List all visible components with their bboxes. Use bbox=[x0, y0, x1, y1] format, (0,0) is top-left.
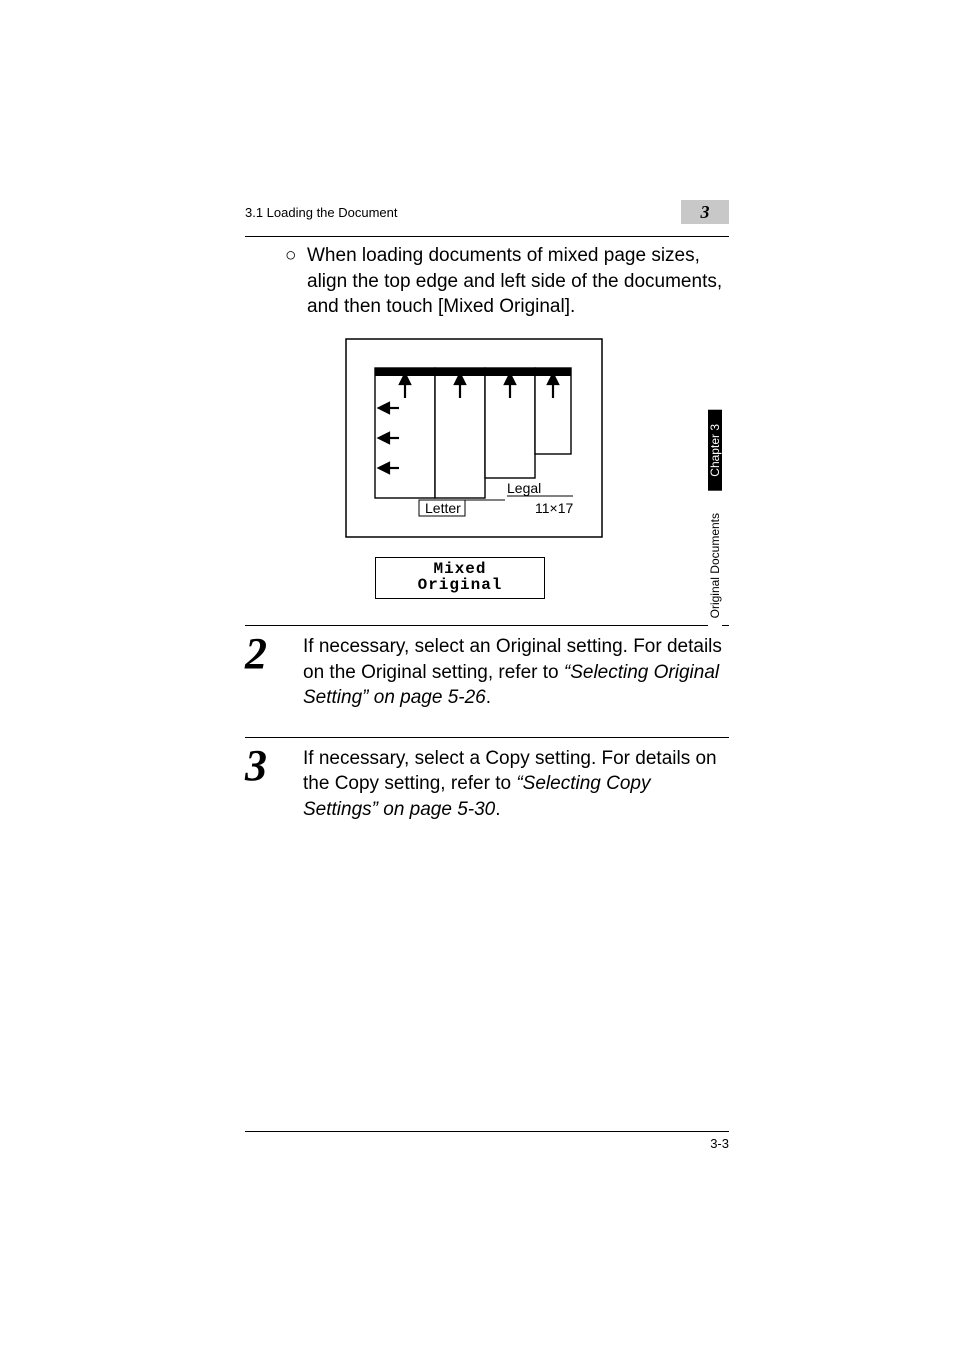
label-legal: Legal bbox=[507, 480, 541, 496]
side-tab-title: Original Documents bbox=[708, 499, 722, 632]
mixed-original-button-figure: Mixed Original bbox=[375, 557, 545, 599]
side-tab-chapter: Chapter 3 bbox=[708, 410, 722, 491]
step-text: If necessary, select a Copy setting. For… bbox=[303, 744, 729, 823]
step-number: 3 bbox=[245, 744, 281, 823]
page: 3.1 Loading the Document 3 ○ When loadin… bbox=[0, 0, 954, 1351]
section-reference: 3.1 Loading the Document bbox=[245, 205, 681, 220]
label-ledger: 11×17 bbox=[535, 500, 573, 516]
step-rule bbox=[245, 625, 729, 626]
step-text-tail: . bbox=[495, 799, 500, 820]
mixed-btn-line1: Mixed bbox=[376, 561, 544, 577]
side-tabs: Chapter 3 Original Documents bbox=[708, 410, 734, 640]
header-rule bbox=[245, 236, 729, 237]
footer-rule bbox=[245, 1131, 729, 1132]
step-text-tail: . bbox=[486, 687, 491, 708]
mixed-original-button: Mixed Original bbox=[375, 557, 545, 599]
label-letter: Letter bbox=[425, 500, 461, 516]
running-header: 3.1 Loading the Document 3 bbox=[245, 200, 729, 224]
mixed-original-diagram: Letter Legal 11×17 bbox=[345, 338, 603, 543]
step-2-block: 2 If necessary, select an Original setti… bbox=[245, 625, 729, 711]
step-text: If necessary, select an Original setting… bbox=[303, 632, 729, 711]
bullet-instruction: ○ When loading documents of mixed page s… bbox=[285, 243, 729, 320]
step-number: 2 bbox=[245, 632, 281, 711]
mixed-btn-line2: Original bbox=[376, 577, 544, 593]
step-rule bbox=[245, 737, 729, 738]
page-number: 3-3 bbox=[245, 1136, 729, 1151]
chapter-number-badge: 3 bbox=[681, 200, 729, 224]
bullet-text: When loading documents of mixed page siz… bbox=[307, 243, 729, 320]
page-footer: 3-3 bbox=[245, 1131, 729, 1151]
bullet-marker-icon: ○ bbox=[285, 243, 307, 320]
step-text-plain: If necessary, select a Copy setting. For… bbox=[303, 748, 717, 795]
step-3-block: 3 If necessary, select a Copy setting. F… bbox=[245, 737, 729, 823]
